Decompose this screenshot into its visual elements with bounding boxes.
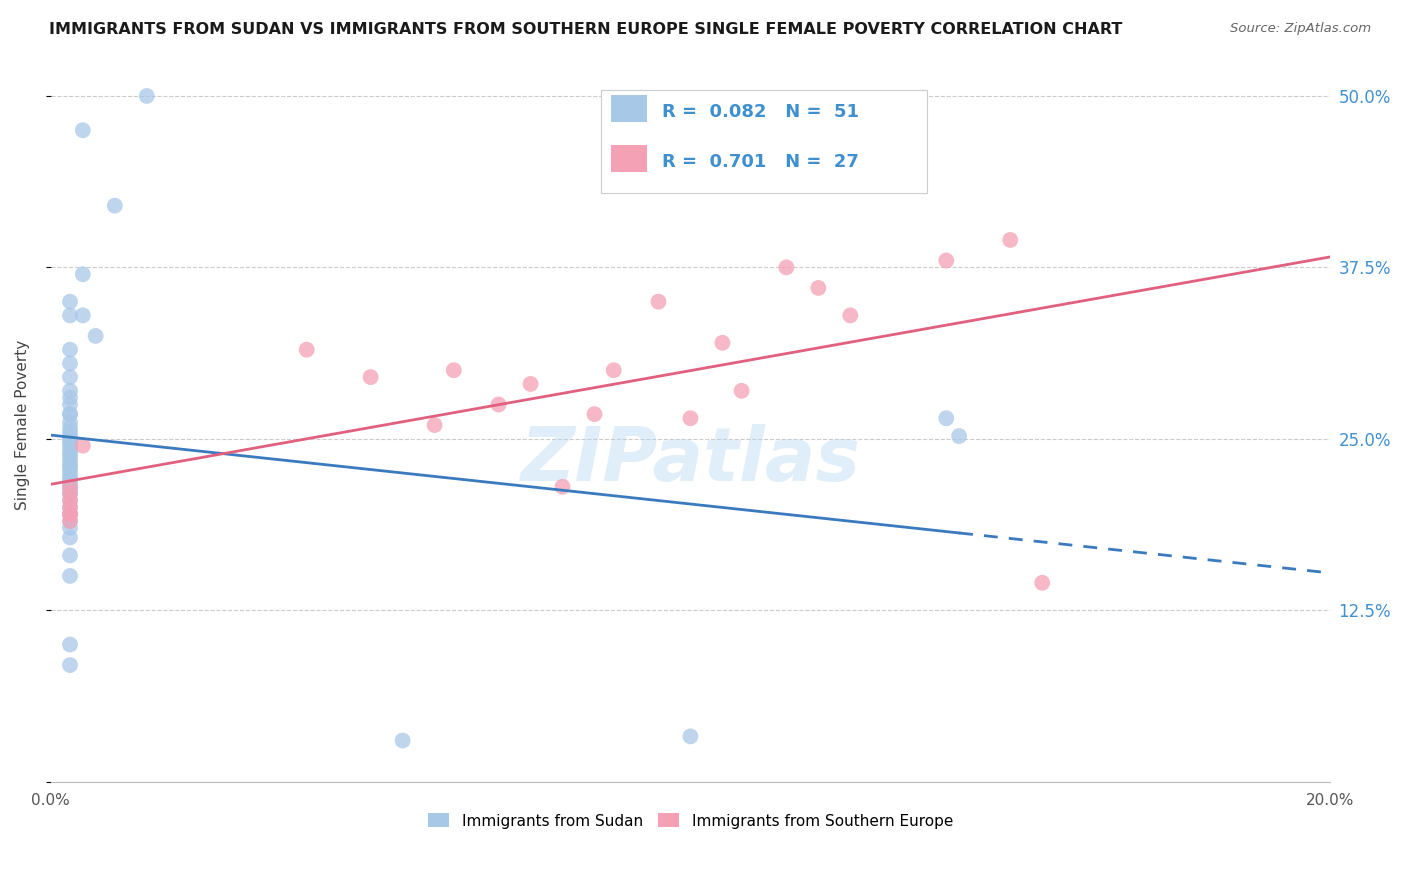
Point [59,415,82,429]
Point [295,343,318,357]
Point [59,483,82,498]
Point [423,418,446,433]
Point [391,733,413,747]
Point [59,434,82,449]
Point [59,486,82,500]
Point [59,370,82,384]
FancyBboxPatch shape [600,90,927,194]
Legend: Immigrants from Sudan, Immigrants from Southern Europe: Immigrants from Sudan, Immigrants from S… [422,807,959,835]
Point [59,521,82,535]
Point [59,356,82,370]
Point [72,123,94,137]
Point [59,507,82,521]
Point [104,199,127,213]
Point [59,445,82,459]
Point [72,309,94,323]
Point [72,439,94,453]
Text: R =  0.082   N =  51: R = 0.082 N = 51 [662,103,859,120]
Point [84,329,107,343]
Point [1000,233,1022,247]
Point [59,473,82,487]
Point [59,500,82,515]
Point [59,407,82,421]
FancyBboxPatch shape [612,95,647,122]
Point [59,486,82,500]
Point [59,397,82,411]
Point [59,514,82,528]
Point [59,309,82,323]
Point [360,370,382,384]
Point [59,569,82,583]
Point [59,437,82,451]
Point [443,363,465,377]
Point [59,480,82,494]
Point [807,281,830,295]
Point [72,267,94,281]
Point [935,411,957,425]
Y-axis label: Single Female Poverty: Single Female Poverty [15,340,30,510]
Point [775,260,797,275]
Point [59,432,82,446]
Point [647,294,669,309]
Point [59,425,82,439]
Point [59,493,82,508]
Point [59,470,82,484]
Point [935,253,957,268]
Point [59,429,82,443]
Text: Source: ZipAtlas.com: Source: ZipAtlas.com [1230,22,1371,36]
Point [59,475,82,490]
Point [59,658,82,673]
Point [135,89,157,103]
Point [679,730,702,744]
Point [59,442,82,456]
Point [551,480,574,494]
Point [59,480,82,494]
Text: R =  0.701   N =  27: R = 0.701 N = 27 [662,153,859,170]
Point [711,335,734,350]
Point [59,549,82,563]
Point [59,507,82,521]
Text: ZIPatlas: ZIPatlas [520,425,860,497]
Point [679,411,702,425]
Point [59,294,82,309]
Point [59,466,82,480]
Point [59,421,82,435]
Point [59,500,82,515]
Point [59,448,82,462]
Point [1031,575,1053,590]
Point [488,397,510,411]
Point [948,429,970,443]
Point [59,391,82,405]
Point [59,531,82,545]
Point [583,407,606,421]
Point [730,384,752,398]
Point [602,363,624,377]
Point [839,309,862,323]
FancyBboxPatch shape [612,145,647,172]
Point [59,343,82,357]
Point [59,452,82,467]
Point [59,507,82,521]
Point [59,459,82,474]
Point [59,384,82,398]
Point [59,407,82,421]
Point [59,638,82,652]
Text: IMMIGRANTS FROM SUDAN VS IMMIGRANTS FROM SOUTHERN EUROPE SINGLE FEMALE POVERTY C: IMMIGRANTS FROM SUDAN VS IMMIGRANTS FROM… [49,22,1122,37]
Point [59,462,82,476]
Point [59,493,82,508]
Point [59,457,82,471]
Point [59,514,82,528]
Point [519,376,541,391]
